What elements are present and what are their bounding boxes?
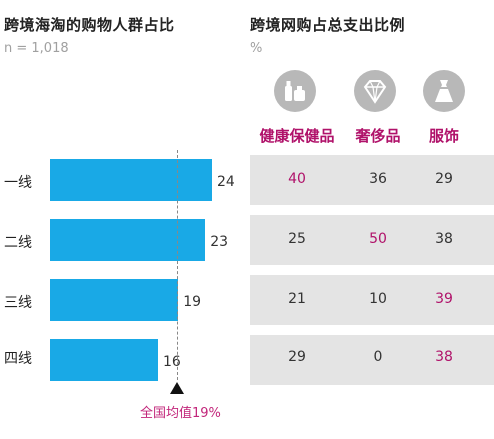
- cosmetics-icon: [274, 70, 316, 112]
- bar: [50, 279, 179, 321]
- table-cell: 10: [369, 291, 387, 307]
- left-chart-subtitle: n = 1,018: [4, 41, 69, 56]
- table-cell: 38: [435, 231, 453, 247]
- average-line: [177, 150, 178, 380]
- bar: [50, 339, 158, 381]
- column-header-luxury: 奢侈品: [355, 127, 401, 145]
- average-label: 全国均值19%: [140, 406, 221, 421]
- table-cell: 29: [435, 171, 453, 187]
- table-cell: 25: [288, 231, 306, 247]
- bar-value-label: 16: [163, 354, 181, 370]
- bar-value-label: 24: [217, 174, 235, 190]
- table-row-bg: [250, 215, 494, 265]
- category-label: 三线: [4, 295, 32, 311]
- table-cell: 50: [369, 231, 387, 247]
- column-header-health: 健康保健品: [259, 127, 335, 145]
- category-label: 一线: [4, 175, 32, 191]
- table-cell: 21: [288, 291, 306, 307]
- dress-icon: [423, 70, 465, 112]
- table-cell: 36: [369, 171, 387, 187]
- table-row-bg: [250, 335, 494, 385]
- table-cell: 39: [435, 291, 453, 307]
- bar: [50, 219, 206, 261]
- category-label: 二线: [4, 235, 32, 251]
- category-label: 四线: [4, 351, 32, 367]
- right-table-unit: %: [250, 41, 263, 56]
- table-row-bg: [250, 275, 494, 325]
- average-marker: [170, 382, 184, 394]
- column-header-apparel: 服饰: [428, 127, 459, 145]
- bar-value-label: 19: [183, 294, 202, 310]
- bar: [50, 159, 212, 201]
- right-table-title: 跨境网购占总支出比例: [250, 16, 406, 34]
- table-cell: 38: [435, 349, 453, 365]
- table-cell: 40: [288, 171, 306, 187]
- table-row-bg: [250, 155, 494, 205]
- table-cell: 0: [373, 349, 383, 365]
- bar-value-label: 23: [210, 234, 229, 250]
- table-cell: 29: [288, 349, 306, 365]
- diamond-icon: [354, 70, 396, 112]
- left-chart-title: 跨境海淘的购物人群占比: [4, 16, 175, 34]
